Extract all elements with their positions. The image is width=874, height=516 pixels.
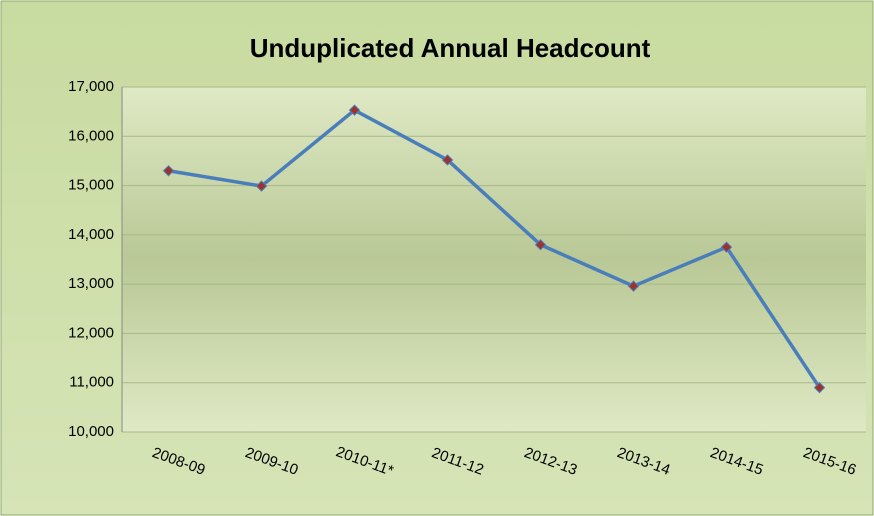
marker [534, 239, 547, 251]
y-tick-label: 15,000 [68, 177, 114, 194]
plot-area [122, 87, 866, 432]
y-tick-label: 12,000 [68, 324, 114, 341]
marker [348, 104, 361, 116]
marker [720, 241, 733, 253]
y-tick-label: 10,000 [68, 423, 114, 440]
y-tick-label: 13,000 [68, 275, 114, 292]
marker [627, 280, 640, 292]
y-tick-label: 17,000 [68, 78, 114, 95]
y-tick-label: 11,000 [69, 374, 114, 391]
y-tick-label: 14,000 [68, 226, 114, 243]
y-tick-label: 16,000 [68, 127, 114, 144]
marker [441, 154, 454, 166]
line [168, 108, 821, 389]
chart-title: Unduplicated Annual Headcount [250, 33, 651, 63]
marker [813, 381, 826, 394]
marker [255, 180, 268, 192]
marker [162, 165, 175, 177]
